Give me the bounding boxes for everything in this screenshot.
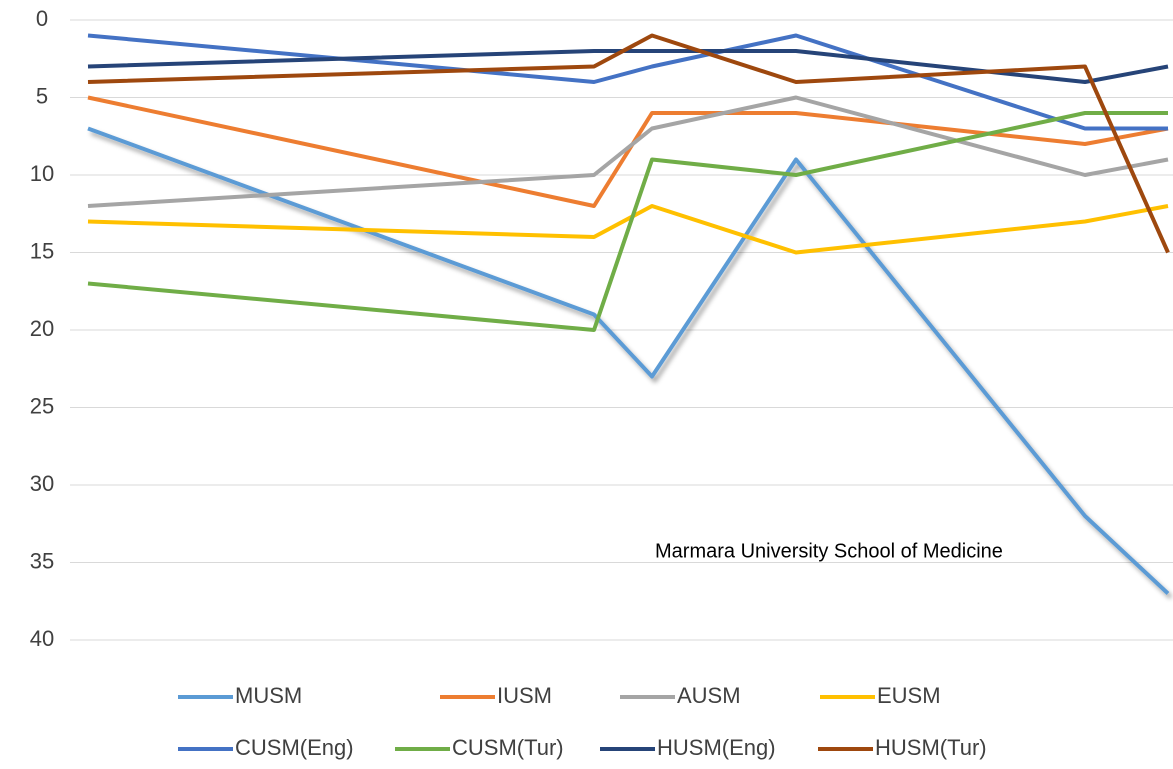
legend-label: IUSM [497,683,552,708]
y-tick-label: 25 [30,393,54,418]
legend-label: HUSM(Tur) [875,735,987,760]
y-tick-label: 5 [36,83,48,108]
y-tick-label: 35 [30,548,54,573]
y-tick-label: 15 [30,238,54,263]
series-line [87,33,1170,254]
series-line [87,126,1170,595]
y-tick-label: 10 [30,161,54,186]
legend-label: MUSM [235,683,302,708]
legend-label: EUSM [877,683,941,708]
y-tick-label: 0 [36,6,48,31]
series-line [87,49,1169,84]
series-line [87,95,1169,208]
legend-label: HUSM(Eng) [657,735,776,760]
series-line [87,204,1169,255]
legend-label: AUSM [677,683,741,708]
annotation: Marmara University School of Medicine [655,540,1003,562]
legend-label: CUSM(Eng) [235,735,354,760]
y-tick-label: 30 [30,471,54,496]
y-tick-label: 40 [30,626,54,651]
legend-label: CUSM(Tur) [452,735,564,760]
series-line [87,111,1168,332]
y-tick-label: 20 [30,316,54,341]
grid [70,19,1173,641]
